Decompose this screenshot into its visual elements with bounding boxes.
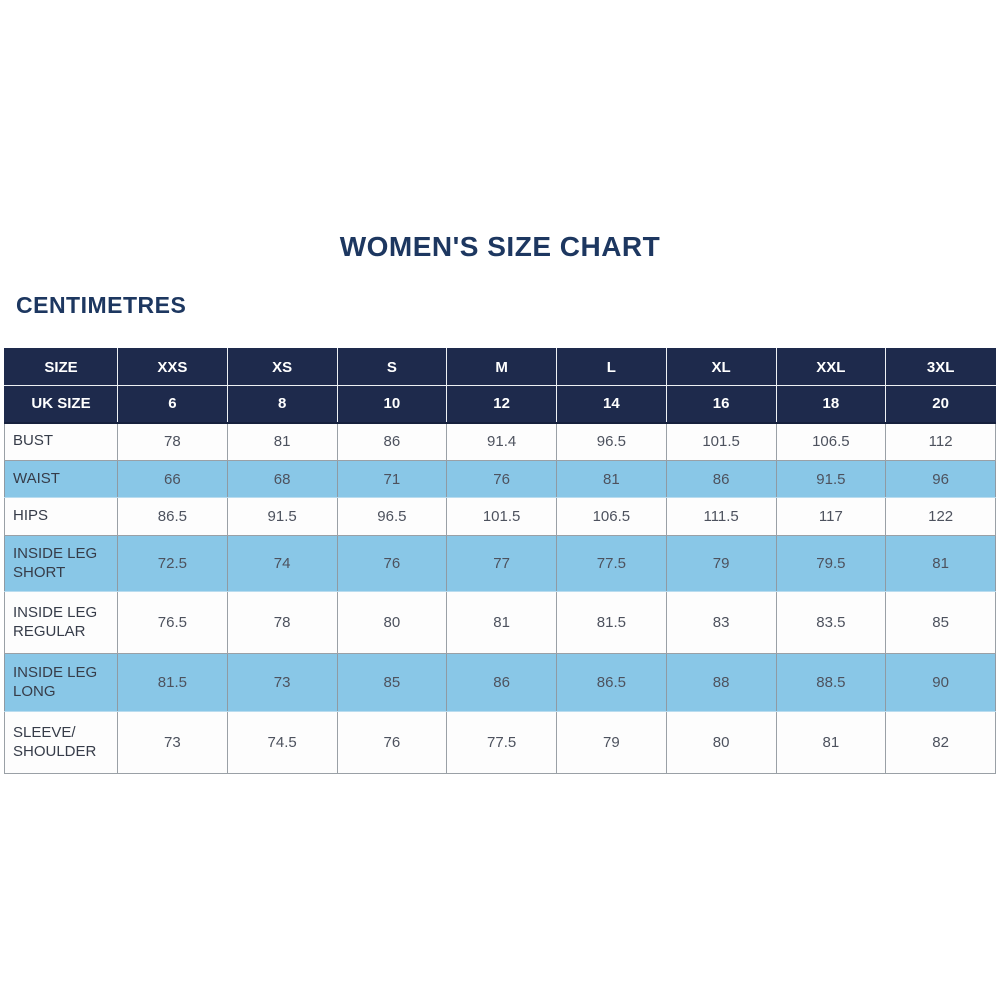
value-cell: 81 (446, 591, 557, 654)
header-cell: 14 (556, 385, 667, 424)
value-cell: 101.5 (446, 497, 557, 536)
header-cell: S (336, 348, 448, 386)
value-cell: 86.5 (556, 653, 667, 712)
row-label: INSIDE LEG SHORT (4, 535, 118, 592)
value-cell: 74.5 (226, 711, 338, 774)
value-cell: 81.5 (117, 653, 228, 712)
value-cell: 91.4 (446, 422, 557, 461)
unit-label: CENTIMETRES (16, 292, 187, 318)
size-chart-table: SIZE XXS XS S M L XL XXL 3XL UK SIZE 6 8 10 12 14 16 18 2… (4, 348, 996, 774)
table-row: INSIDE LEG SHORT 72.5 74 76 77 77.5 79 79.5 81 (4, 535, 996, 592)
value-cell: 101.5 (665, 422, 777, 461)
value-cell: 76.5 (117, 591, 228, 654)
header-cell: 16 (665, 385, 777, 424)
value-cell: 112 (885, 422, 996, 461)
value-cell: 77 (446, 535, 557, 592)
value-cell: 86 (446, 653, 557, 712)
value-cell: 96.5 (336, 497, 448, 536)
size-chart-header: SIZE XXS XS S M L XL XXL 3XL UK SIZE 6 8 10 12 14 16 18 2… (4, 348, 996, 424)
value-cell: 96 (885, 460, 996, 498)
table-row: INSIDE LEG REGULAR 76.5 78 80 81 81.5 83 83.5 85 (4, 591, 996, 654)
size-chart-body: BUST 78 81 86 91.4 96.5 101.5 106.5 112 WAIST 66 68… (4, 422, 996, 774)
value-cell: 117 (775, 497, 887, 536)
value-cell: 68 (226, 460, 338, 498)
size-header-row: SIZE XXS XS S M L XL XXL 3XL (4, 348, 996, 386)
table-row: WAIST 66 68 71 76 81 86 91.5 96 (4, 460, 996, 498)
value-cell: 73 (226, 653, 338, 712)
value-cell: 79.5 (775, 535, 887, 592)
value-cell: 85 (336, 653, 448, 712)
value-cell: 77.5 (556, 535, 667, 592)
page-title: WOMEN'S SIZE CHART (339, 231, 661, 262)
value-cell: 82 (885, 711, 996, 774)
table-row: SLEEVE/ SHOULDER 73 74.5 76 77.5 79 80 81 82 (4, 711, 996, 774)
table-row: BUST 78 81 86 91.4 96.5 101.5 106.5 112 (4, 422, 996, 461)
value-cell: 71 (336, 460, 448, 498)
value-cell: 86 (336, 422, 448, 461)
uk-size-header-row: UK SIZE 6 8 10 12 14 16 18 20 (4, 385, 996, 424)
header-cell: XXS (117, 348, 228, 386)
value-cell: 76 (446, 460, 557, 498)
value-cell: 81 (775, 711, 887, 774)
value-cell: 83.5 (775, 591, 887, 654)
row-label: INSIDE LEG REGULAR (4, 591, 118, 654)
value-cell: 106.5 (775, 422, 887, 461)
row-label: INSIDE LEG LONG (4, 653, 118, 712)
value-cell: 106.5 (556, 497, 667, 536)
value-cell: 66 (117, 460, 228, 498)
table-row: INSIDE LEG LONG 81.5 73 85 86 86.5 88 88.5 90 (4, 653, 996, 712)
value-cell: 81 (556, 460, 667, 498)
value-cell: 78 (117, 422, 228, 461)
table-row: HIPS 86.5 91.5 96.5 101.5 106.5 111.5 117 122 (4, 497, 996, 536)
header-cell: XXL (775, 348, 887, 386)
value-cell: 90 (885, 653, 996, 712)
value-cell: 86.5 (117, 497, 228, 536)
value-cell: 86 (665, 460, 777, 498)
value-cell: 111.5 (665, 497, 777, 536)
value-cell: 81 (885, 535, 996, 592)
value-cell: 80 (336, 591, 448, 654)
value-cell: 80 (665, 711, 777, 774)
header-cell: 6 (117, 385, 228, 424)
header-cell: XL (665, 348, 777, 386)
header-cell: L (556, 348, 667, 386)
row-label: BUST (4, 422, 118, 461)
value-cell: 88 (665, 653, 777, 712)
header-cell: XS (226, 348, 338, 386)
value-cell: 85 (885, 591, 996, 654)
value-cell: 78 (226, 591, 338, 654)
header-cell: M (446, 348, 557, 386)
value-cell: 91.5 (226, 497, 338, 536)
value-cell: 73 (117, 711, 228, 774)
value-cell: 122 (885, 497, 996, 536)
header-cell: 8 (226, 385, 338, 424)
value-cell: 77.5 (446, 711, 557, 774)
header-row-label: UK SIZE (4, 385, 118, 424)
header-cell: 3XL (885, 348, 996, 386)
header-cell: 18 (775, 385, 887, 424)
header-row-label: SIZE (4, 348, 118, 386)
value-cell: 79 (556, 711, 667, 774)
header-cell: 10 (336, 385, 448, 424)
value-cell: 91.5 (775, 460, 887, 498)
row-label: SLEEVE/ SHOULDER (4, 711, 118, 774)
value-cell: 76 (336, 711, 448, 774)
value-cell: 72.5 (117, 535, 228, 592)
value-cell: 74 (226, 535, 338, 592)
value-cell: 96.5 (556, 422, 667, 461)
header-cell: 20 (885, 385, 996, 424)
row-label: HIPS (4, 497, 118, 536)
value-cell: 83 (665, 591, 777, 654)
header-cell: 12 (446, 385, 557, 424)
value-cell: 88.5 (775, 653, 887, 712)
row-label: WAIST (4, 460, 118, 498)
value-cell: 76 (336, 535, 448, 592)
value-cell: 81.5 (556, 591, 667, 654)
value-cell: 81 (226, 422, 338, 461)
value-cell: 79 (665, 535, 777, 592)
